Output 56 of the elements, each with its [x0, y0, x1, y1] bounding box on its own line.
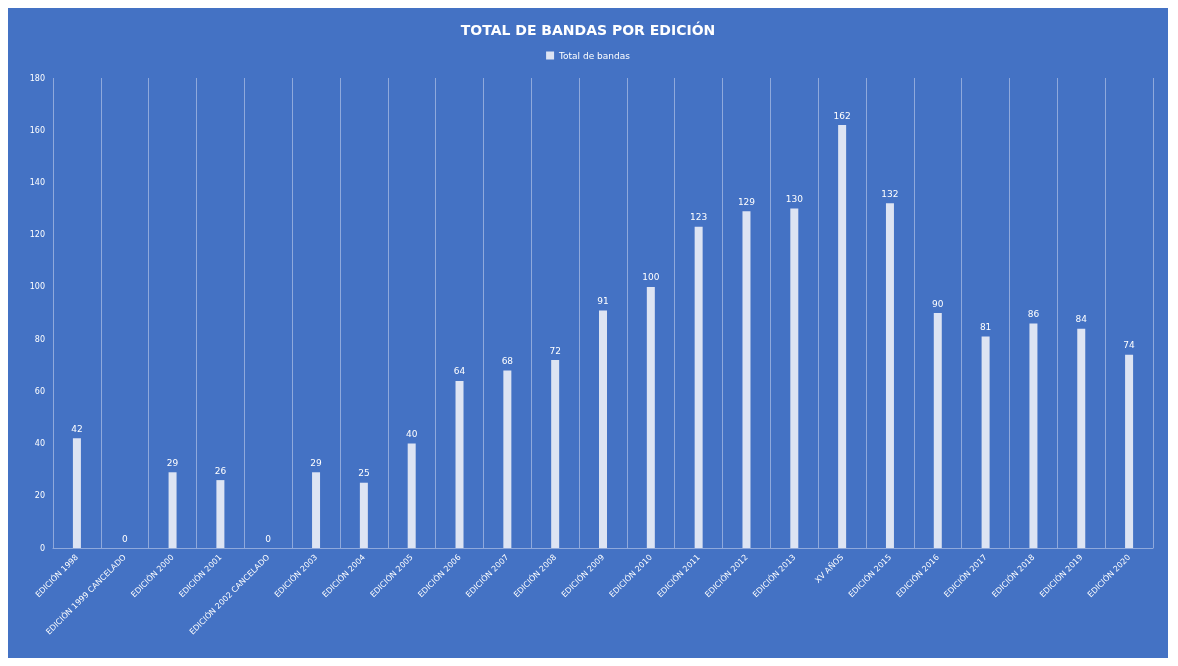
legend-label: Total de bandas — [558, 50, 631, 61]
bar — [455, 380, 464, 548]
data-label: 81 — [979, 322, 992, 332]
y-tick-label: 60 — [34, 386, 45, 396]
bar — [312, 472, 321, 548]
data-label: 68 — [501, 355, 514, 366]
data-label: 162 — [833, 110, 851, 121]
data-label: 90 — [932, 298, 944, 309]
bar — [838, 125, 847, 548]
data-label: 130 — [785, 194, 804, 205]
bar — [1125, 354, 1134, 548]
bar — [646, 286, 655, 548]
data-label: 42 — [71, 423, 83, 434]
bar — [1029, 323, 1038, 548]
data-label: 84 — [1075, 314, 1088, 325]
y-tick-label: 20 — [34, 491, 45, 501]
bar — [503, 370, 512, 548]
bar — [981, 336, 990, 548]
bar — [168, 472, 177, 548]
bar — [551, 360, 560, 548]
data-label: 129 — [737, 196, 756, 207]
y-tick-label: 40 — [34, 439, 45, 449]
bar — [885, 203, 894, 548]
bar — [599, 310, 607, 548]
y-tick-label: 80 — [34, 334, 45, 344]
bar — [933, 313, 942, 548]
bar — [1077, 328, 1086, 548]
data-label: 64 — [453, 366, 466, 377]
bar — [72, 438, 81, 548]
bar — [694, 226, 703, 548]
data-label: 123 — [690, 212, 708, 223]
y-tick-label: 160 — [29, 125, 45, 135]
data-label: 86 — [1027, 308, 1040, 319]
data-label: 25 — [358, 468, 370, 479]
chart-title: TOTAL DE BANDAS POR EDICIÓN — [460, 21, 716, 38]
data-label: 91 — [597, 295, 609, 306]
data-label: 0 — [265, 533, 272, 544]
bar — [407, 443, 416, 548]
y-tick-label: 180 — [29, 73, 45, 83]
data-label: 29 — [310, 457, 323, 468]
data-label: 132 — [881, 188, 899, 199]
data-label: 26 — [214, 465, 227, 476]
data-label: 40 — [405, 429, 418, 440]
data-label: 0 — [121, 533, 128, 544]
y-tick-label: 120 — [29, 230, 45, 240]
bar — [790, 208, 799, 548]
data-label: 72 — [549, 345, 561, 356]
bar — [359, 482, 368, 548]
y-tick-label: 140 — [29, 177, 45, 187]
data-label: 100 — [642, 272, 660, 283]
bar — [742, 211, 751, 548]
y-tick-label: 100 — [29, 282, 45, 292]
bar — [216, 480, 225, 548]
y-tick-label: 0 — [39, 543, 45, 553]
data-label: 29 — [166, 457, 179, 468]
data-label: 74 — [1123, 340, 1136, 351]
